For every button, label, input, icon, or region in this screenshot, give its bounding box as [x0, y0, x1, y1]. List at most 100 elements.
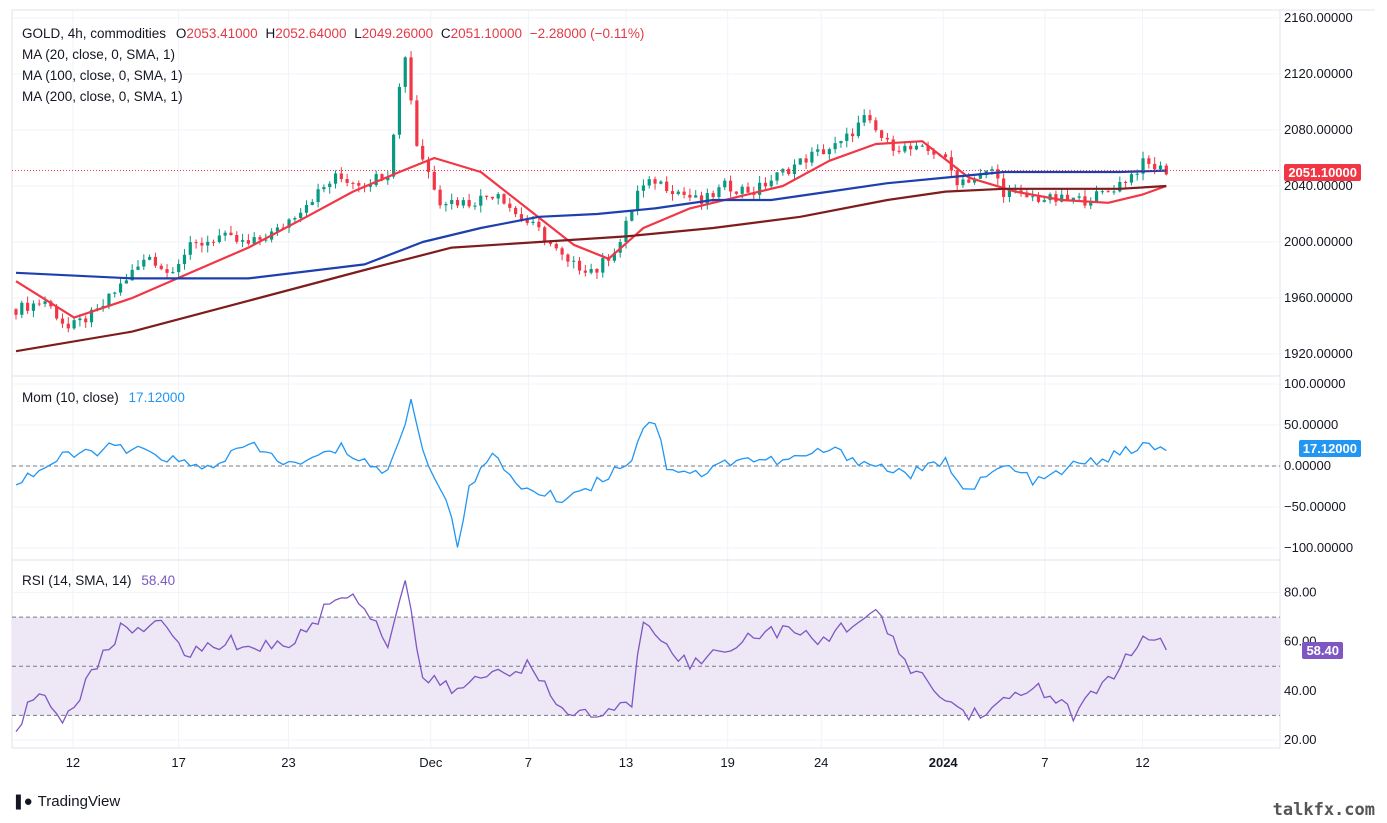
candle-body [229, 232, 233, 236]
candle-body [275, 227, 280, 232]
candle-body [444, 204, 448, 206]
candle-body [304, 205, 309, 213]
candle-body [955, 170, 959, 186]
candle-body [694, 195, 698, 198]
x-tick-label: Dec [419, 755, 443, 770]
candle-body [490, 196, 494, 199]
x-tick-label: 7 [525, 755, 532, 770]
candle-body [891, 139, 895, 151]
momentum-legend[interactable]: Mom (10, close) 17.12000 [22, 387, 185, 408]
tradingview-brand[interactable]: ❚● TradingView [12, 792, 120, 811]
candle-body [333, 173, 338, 184]
candle-body [316, 189, 320, 203]
candle-body [1042, 200, 1046, 202]
candle-body [130, 269, 134, 281]
y-tick-label: −50.00000 [1284, 499, 1346, 514]
candle-body [450, 200, 454, 205]
candle-body [880, 130, 884, 138]
ma20-legend[interactable]: MA (20, close, 0, SMA, 1) [22, 47, 176, 62]
candle-body [514, 207, 518, 215]
candle-body [816, 149, 820, 152]
candle-body [583, 270, 587, 273]
close-label: C [440, 26, 451, 41]
candle-body [845, 133, 849, 141]
candle-body [374, 174, 378, 186]
candle-body [142, 259, 146, 267]
y-tick-label: 0.00000 [1284, 458, 1331, 473]
candle-body [264, 239, 268, 241]
candle-body [37, 303, 41, 305]
change-value: −2.28000 (−0.11%) [529, 26, 645, 41]
candle-body [211, 241, 216, 243]
candle-body [903, 145, 907, 152]
candle-body [548, 241, 553, 244]
x-tick-label: 23 [281, 755, 295, 770]
high-label: H [265, 26, 276, 41]
candle-body [310, 202, 314, 206]
candle-body [496, 194, 500, 199]
candle-body [20, 302, 24, 315]
candle-body [612, 252, 616, 261]
candle-body [415, 100, 419, 146]
candle-body [1007, 190, 1012, 197]
candle-body [566, 254, 570, 262]
candle-body [589, 268, 593, 273]
candle-body [943, 154, 948, 158]
candle-body [293, 218, 297, 220]
candle-body [1065, 194, 1070, 201]
x-tick-label: 24 [814, 755, 828, 770]
candle-body [839, 140, 843, 144]
candle-body [258, 237, 262, 240]
candle-body [1036, 196, 1041, 202]
candle-body [287, 219, 291, 228]
candle-body [967, 179, 971, 183]
candle-body [810, 151, 814, 163]
last-price-tag: 2051.10000 [1284, 164, 1361, 181]
ma100-legend[interactable]: MA (100, close, 0, SMA, 1) [22, 68, 183, 83]
candle-body [781, 168, 785, 173]
candle-body [223, 232, 227, 236]
candle-body [1071, 197, 1075, 201]
candle-body [728, 180, 733, 192]
candle-body [345, 179, 349, 183]
y-tick-label: 2000.00000 [1284, 234, 1353, 249]
candle-body [84, 318, 88, 323]
candle-body [165, 269, 169, 273]
candle-body [1153, 163, 1157, 170]
candle-body [246, 240, 250, 244]
candle-body [1129, 174, 1134, 183]
symbol-label[interactable]: GOLD, 4h, commodities [22, 26, 167, 41]
candle-body [177, 263, 181, 273]
ma200-legend[interactable]: MA (200, close, 0, SMA, 1) [22, 89, 183, 104]
candle-body [1112, 191, 1116, 193]
candle-body [368, 185, 372, 187]
y-tick-label: 1920.00000 [1284, 346, 1353, 361]
candle-body [763, 182, 768, 187]
candle-body [914, 145, 919, 150]
candle-body [188, 242, 192, 255]
candle-body [868, 115, 872, 121]
candle-body [502, 194, 506, 204]
candle-body [920, 145, 924, 147]
rsi-legend[interactable]: RSI (14, SMA, 14) 58.40 [22, 570, 175, 591]
candle-body [705, 193, 709, 204]
candle-body [455, 200, 460, 206]
main-legend: GOLD, 4h, commodities O2053.41000 H2052.… [22, 23, 644, 107]
candle-body [572, 260, 576, 262]
candle-body [641, 185, 646, 191]
candle-body [972, 178, 977, 183]
candle-body [339, 173, 343, 180]
candle-body [322, 187, 326, 190]
y-tick-label: 80.00 [1284, 585, 1317, 600]
y-tick-label: 2120.00000 [1284, 66, 1353, 81]
momentum-line [15, 399, 1167, 548]
candle-body [194, 242, 198, 244]
candle-body [508, 203, 512, 208]
momentum-value: 17.12000 [128, 390, 185, 405]
candle-body [171, 272, 175, 274]
candle-body [932, 151, 936, 155]
candle-body [107, 293, 111, 306]
candle-body [380, 174, 384, 181]
candle-body [1060, 194, 1064, 202]
